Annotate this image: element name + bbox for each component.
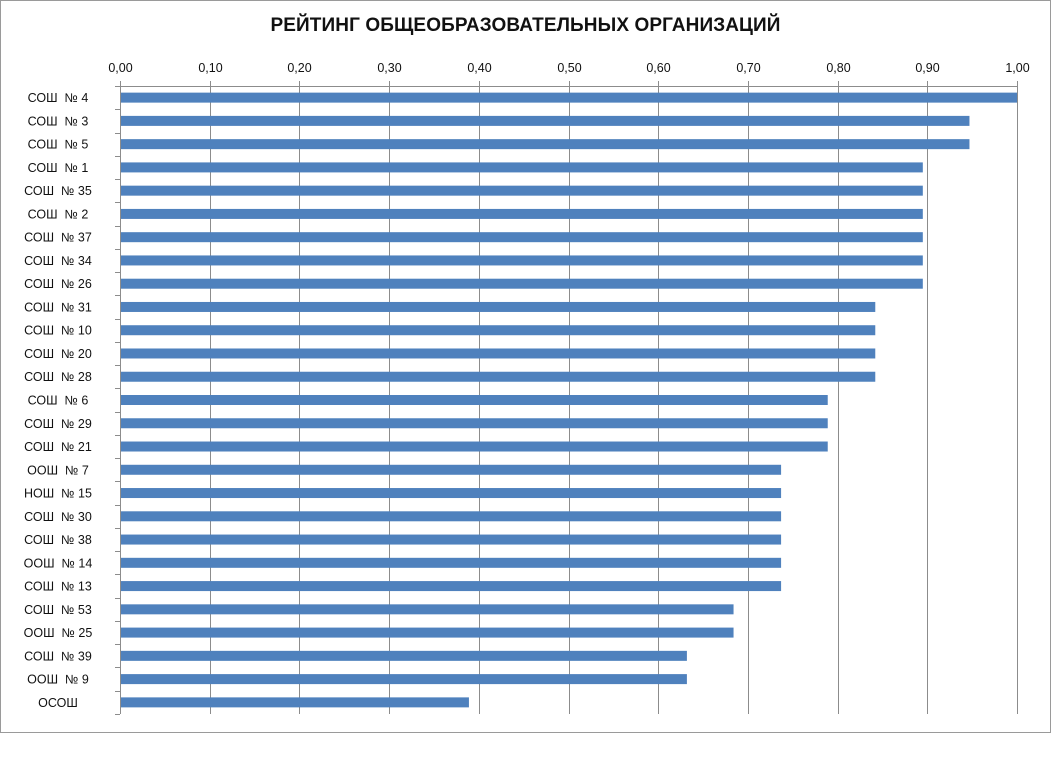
bar [121, 185, 923, 196]
x-tick-label: 0,60 [646, 61, 670, 75]
category-label: ОСОШ [38, 696, 78, 710]
bar [121, 418, 828, 429]
bar [121, 325, 876, 336]
category-label: СОШ № 39 [24, 649, 92, 663]
category-label: СОШ № 28 [24, 370, 92, 384]
bar [121, 395, 828, 405]
bar [121, 604, 734, 615]
bar [121, 441, 828, 452]
bar [121, 557, 782, 568]
chart-title: РЕЙТИНГ ОБЩЕОБРАЗОВАТЕЛЬНЫХ ОРГАНИЗАЦИЙ [270, 15, 781, 36]
category-label: СОШ № 3 [28, 114, 89, 128]
category-label: ООШ № 9 [27, 673, 89, 687]
bar [121, 115, 970, 126]
category-label: НОШ № 15 [24, 487, 92, 501]
bar [121, 208, 923, 219]
x-tick-label: 0,40 [467, 61, 491, 75]
category-label: СОШ № 29 [24, 417, 92, 431]
bar [121, 162, 923, 173]
bar [121, 255, 923, 266]
bar [121, 697, 469, 708]
category-label: СОШ № 34 [24, 254, 92, 268]
category-label: СОШ № 2 [28, 207, 89, 221]
category-label: СОШ № 5 [28, 138, 89, 152]
category-label: СОШ № 53 [24, 603, 92, 617]
bar [121, 581, 782, 592]
bar [121, 534, 782, 545]
category-label: ООШ № 25 [24, 626, 93, 640]
bar [121, 627, 734, 638]
bar [121, 371, 876, 382]
x-tick-label: 0,20 [287, 61, 311, 75]
x-tick-label: 0,10 [198, 61, 222, 75]
x-tick-label: 1,00 [1005, 61, 1029, 75]
x-tick-label: 0,80 [826, 61, 850, 75]
x-tick-label: 0,90 [915, 61, 939, 75]
bar [121, 232, 923, 243]
bar [121, 674, 687, 685]
x-tick-label: 0,70 [736, 61, 760, 75]
bar [121, 488, 782, 499]
bar [121, 139, 970, 150]
category-label: СОШ № 1 [28, 161, 89, 175]
category-label: СОШ № 30 [24, 510, 92, 524]
category-label: СОШ № 13 [24, 580, 92, 594]
category-label: СОШ № 4 [28, 91, 89, 105]
bar [121, 348, 876, 359]
category-label: СОШ № 20 [24, 347, 92, 361]
bar [121, 301, 876, 312]
bar [121, 511, 782, 522]
bar [121, 278, 923, 289]
category-label: СОШ № 21 [24, 440, 92, 454]
category-label: СОШ № 10 [24, 324, 92, 338]
x-tick-label: 0,00 [108, 61, 132, 75]
category-label: СОШ № 35 [24, 184, 92, 198]
bar [121, 650, 687, 661]
category-label: СОШ № 26 [24, 277, 92, 291]
category-label: ООШ № 14 [24, 556, 93, 570]
category-label: СОШ № 31 [24, 300, 92, 314]
x-tick-label: 0,50 [557, 61, 581, 75]
category-label: СОШ № 37 [24, 231, 92, 245]
x-tick-label: 0,30 [377, 61, 401, 75]
bar [121, 92, 1017, 103]
category-label: ООШ № 7 [27, 463, 89, 477]
bar [121, 464, 782, 475]
category-label: СОШ № 38 [24, 533, 92, 547]
category-label: СОШ № 6 [28, 394, 89, 408]
